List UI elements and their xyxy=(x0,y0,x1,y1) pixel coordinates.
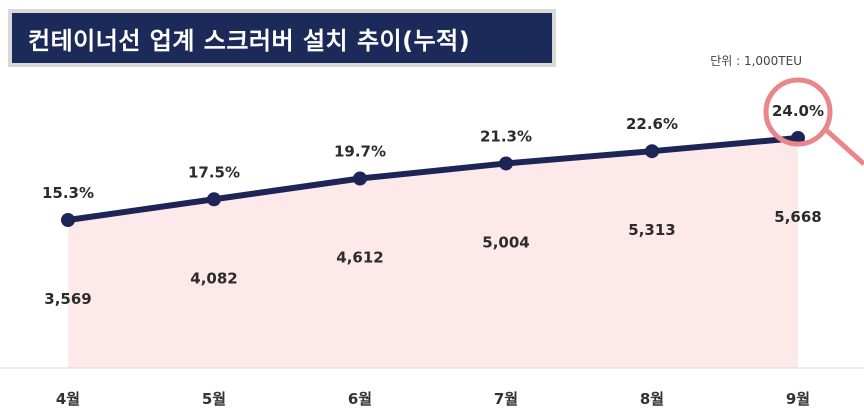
data-point xyxy=(61,213,75,227)
value-label: 5,668 xyxy=(774,208,821,226)
value-label: 5,313 xyxy=(628,221,675,239)
category-label: 5월 xyxy=(202,390,226,408)
value-label: 4,612 xyxy=(336,249,383,267)
percent-label: 15.3% xyxy=(42,184,94,202)
percent-label: 21.3% xyxy=(480,127,532,145)
percent-label: 22.6% xyxy=(626,115,678,133)
data-point xyxy=(353,171,367,186)
percent-label: 24.0% xyxy=(772,102,824,120)
unit-label: 단위 : 1,000TEU xyxy=(710,54,802,68)
category-label: 7월 xyxy=(494,390,518,408)
value-label: 4,082 xyxy=(190,269,237,287)
chart-title-box: 컨테이너선 업계 스크러버 설치 추이(누적) xyxy=(8,9,556,67)
value-label: 5,004 xyxy=(482,233,529,251)
percent-label: 17.5% xyxy=(188,163,240,181)
highlight-ring xyxy=(763,77,833,147)
data-point xyxy=(207,192,221,207)
chart-title: 컨테이너선 업계 스크러버 설치 추이(누적) xyxy=(12,13,552,63)
data-point xyxy=(645,144,659,159)
data-point xyxy=(499,156,513,171)
category-label: 9월 xyxy=(786,390,810,408)
series-line xyxy=(65,135,801,223)
category-label: 8월 xyxy=(640,390,664,408)
highlight-pointer xyxy=(823,127,864,166)
value-label: 3,569 xyxy=(44,290,91,308)
category-label: 6월 xyxy=(348,390,372,408)
category-label: 4월 xyxy=(56,390,80,408)
percent-label: 19.7% xyxy=(334,143,386,161)
